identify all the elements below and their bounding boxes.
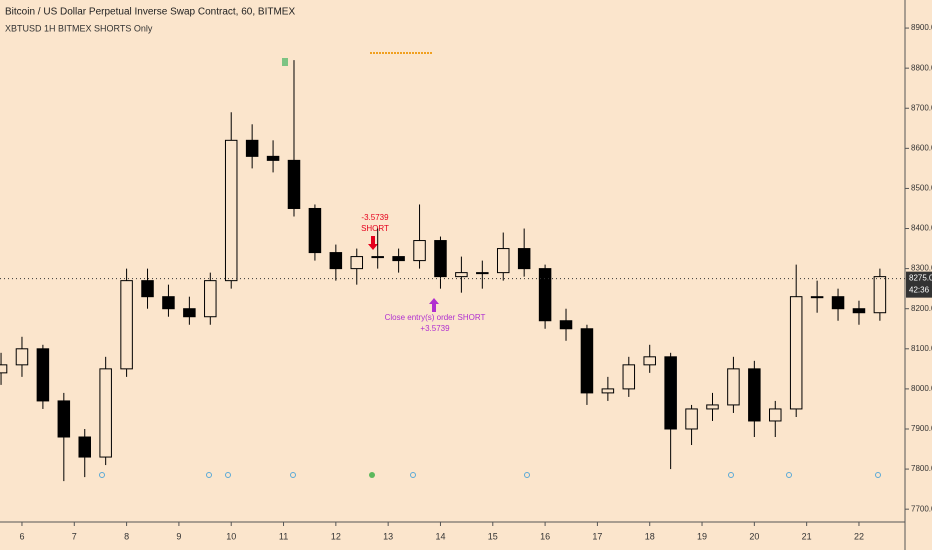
signal-circle — [786, 472, 792, 478]
x-tick-label: 11 — [279, 531, 288, 541]
signal-circle — [99, 472, 105, 478]
signal-circle — [290, 472, 296, 478]
x-tick-label: 6 — [19, 531, 24, 541]
y-tick-label: 7900.0 — [911, 424, 932, 433]
candle-body — [371, 256, 384, 259]
candle-body — [0, 364, 8, 374]
signal-circle — [524, 472, 530, 478]
candle-body — [141, 280, 154, 298]
candle-body — [99, 368, 112, 458]
candle-body — [664, 356, 677, 430]
y-tick-label: 8000.0 — [911, 384, 932, 393]
signal-circle — [875, 472, 881, 478]
candle-body — [831, 296, 845, 310]
candle-body — [15, 348, 29, 366]
candle-body — [476, 272, 489, 275]
candle-body — [810, 296, 824, 299]
x-tick-label: 14 — [435, 531, 445, 541]
candle-body — [434, 240, 447, 278]
x-tick-label: 18 — [645, 531, 655, 541]
x-tick-label: 12 — [331, 531, 341, 541]
y-tick-label: 8700.0 — [911, 103, 932, 112]
candle-body — [36, 348, 50, 402]
candle-body — [413, 240, 426, 262]
candle-body — [245, 139, 259, 157]
x-tick-label: 19 — [697, 531, 707, 541]
y-tick-label: 8500.0 — [911, 184, 932, 193]
candle-body — [873, 276, 887, 314]
y-tick-label: 8800.0 — [911, 63, 932, 72]
candle-body — [748, 368, 761, 422]
y-tick-label: 8300.0 — [911, 264, 932, 273]
signal-circle — [728, 472, 734, 478]
chart-subtitle: XBTUSD 1H BITMEX SHORTS Only — [5, 23, 153, 33]
last-price-label: 8275.0 — [909, 274, 932, 283]
signal-circles — [99, 472, 881, 478]
candle-body — [727, 368, 740, 406]
candle-body — [329, 252, 343, 270]
close-label: Close entry(s) order SHORT — [385, 313, 486, 322]
y-tick-label: 8400.0 — [911, 224, 932, 233]
candle-body — [455, 272, 468, 278]
candle-body — [183, 308, 196, 318]
x-tick-label: 20 — [749, 531, 759, 541]
trade-label: SHORT — [361, 224, 389, 233]
candle-body — [685, 408, 698, 430]
y-tick-label: 8600.0 — [911, 143, 932, 152]
signal-circle — [410, 472, 416, 478]
signal-square — [282, 58, 288, 66]
candle-body — [78, 436, 92, 458]
candle-body — [769, 408, 782, 422]
x-tick-label: 21 — [802, 531, 812, 541]
x-tick-label: 17 — [592, 531, 602, 541]
candle-body — [580, 328, 594, 394]
candle-body — [204, 280, 217, 318]
candle-body — [392, 256, 405, 262]
candle-body — [266, 155, 280, 161]
y-tick-label: 8100.0 — [911, 344, 932, 353]
candle-body — [308, 207, 322, 254]
candle-body — [517, 248, 531, 270]
signal-dot — [369, 472, 375, 478]
candle-body — [496, 248, 510, 274]
candle-body — [852, 308, 866, 314]
x-tick-label: 16 — [540, 531, 550, 541]
y-tick-label: 7700.0 — [911, 504, 932, 513]
candle-body — [287, 159, 301, 209]
signal-circle — [225, 472, 231, 478]
candle-body — [789, 296, 803, 410]
y-tick-label: 8900.0 — [911, 23, 932, 32]
x-tick-label: 8 — [124, 531, 129, 541]
x-tick-label: 9 — [176, 531, 181, 541]
x-tick-label: 7 — [72, 531, 77, 541]
short-arrow — [368, 236, 378, 250]
close-arrow — [429, 298, 439, 312]
y-tick-label: 8200.0 — [911, 304, 932, 313]
signal-circle — [206, 472, 212, 478]
x-tick-label: 13 — [383, 531, 393, 541]
chart-title: Bitcoin / US Dollar Perpetual Inverse Sw… — [5, 7, 295, 18]
y-tick-label: 7800.0 — [911, 464, 932, 473]
last-price-box — [906, 271, 932, 298]
candle-body — [622, 364, 636, 390]
x-tick-label: 10 — [226, 531, 236, 541]
x-tick-label: 22 — [854, 531, 864, 541]
trade-profit: -3.5739 — [361, 213, 389, 222]
x-tick-label: 15 — [488, 531, 498, 541]
candle-body — [643, 356, 656, 366]
candle-body — [162, 296, 175, 310]
close-profit: +3.5739 — [420, 324, 450, 333]
candle-body — [538, 268, 552, 322]
candle-body — [706, 404, 719, 410]
countdown: 42:36 — [909, 286, 930, 295]
candle-body — [601, 388, 615, 394]
candle-body — [224, 139, 238, 282]
candle-body — [57, 400, 71, 438]
candle-body — [120, 280, 133, 370]
candle-body — [350, 256, 364, 270]
candle-body — [559, 320, 573, 330]
